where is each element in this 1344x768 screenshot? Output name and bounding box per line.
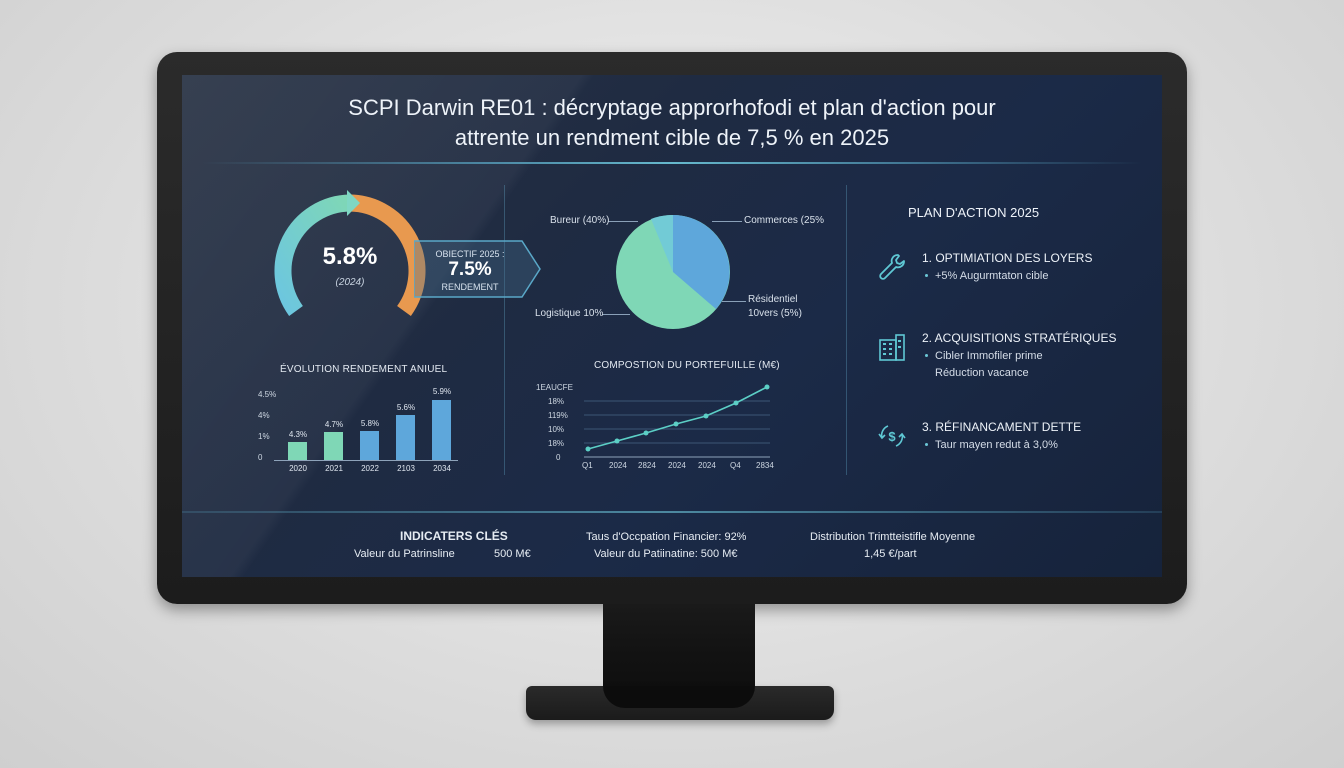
kpi-title: INDICATERS CLÉS [400,529,508,543]
bullet-icon [925,353,928,357]
bar-2022 [360,431,379,460]
kpi-asset-value-label: Valeur du Patrinsline [354,548,455,560]
column-divider-right [846,185,847,475]
dashboard-screen: SCPI Darwin RE01 : décryptage approrhofo… [182,75,1162,577]
arrow-banner-icon [414,240,541,298]
stand-shadow [603,686,755,708]
leader-line [608,221,638,222]
bar-2034 [432,400,451,460]
kpi-asset-value: 500 M€ [494,548,531,560]
pie-label-residentiel: Résidentiel 10vers (5%) [748,294,802,319]
kpi-divider [182,511,1162,513]
yield-gauge: 5.8% (2024) [270,183,430,323]
plan-item-detail: Cibler Immofiler prime [922,350,1043,362]
y-tick: 4.5% [258,390,277,399]
x-tick: 2022 [361,464,379,473]
kpi-distribution-label: Distribution Trimtteistifle Moyenne [810,531,976,543]
x-tick: 2024 [609,461,627,470]
plan-item-heading: 1. OPTIMIATION DES LOYERS [922,251,1093,265]
kpi-distribution-value: 1,45 €/part [864,548,917,560]
plan-item-line: Réduction vacance [935,367,1029,379]
plan-item-heading: 2. ACQUISITIONS STRATÉRIQUES [922,331,1117,345]
leader-line [712,221,742,222]
pie-slice-bureau [651,214,673,272]
x-tick: 2034 [433,464,451,473]
building-icon [879,334,905,361]
leader-line [722,301,746,302]
title-line-1: SCPI Darwin RE01 : décryptage approrhofo… [348,95,996,120]
y-tick: 4% [258,411,270,420]
x-tick: Q4 [730,461,741,470]
bar-2021 [324,432,343,460]
objective-label: OBIECTIF 2025 : [435,249,505,259]
plan-item-heading: 3. RÉFINANCAMENT DETTE [922,420,1082,434]
y-tick: 1EAUCFE [536,383,573,392]
y-tick: 1% [258,432,270,441]
monitor-stand-neck [603,604,755,690]
bar-2020 [288,442,307,460]
x-tick: 2834 [756,461,774,470]
plan-item-line: Taur mayen redut à 3,0% [935,439,1058,451]
x-tick: 2024 [668,461,686,470]
title-divider [202,162,1142,164]
bar-value-label: 4.7% [324,420,344,429]
line-chart-title: COMPOSTION DU PORTEFUILLE (M€) [594,360,780,371]
kpi-occupancy: Taus d'Occpation Financier: 92% [586,531,747,543]
x-tick: 2103 [397,464,415,473]
pie-label-logistique: Logistique 10% [535,308,604,319]
current-yield-year: (2024) [335,277,365,288]
plan-item-line: +5% Augurmtaton cible [935,270,1049,282]
pie-label-commerces: Commerces (25% [744,215,825,226]
y-tick: 119% [548,411,568,420]
title-line-2: attrente un rendment cible de 7,5 % en 2… [454,125,890,150]
y-tick: 18% [548,439,565,448]
x-tick: 2824 [638,461,656,470]
x-tick: Q1 [582,461,593,470]
objective-value: 7.5% [448,259,492,280]
bar-value-label: 5.8% [360,419,380,428]
plan-item-detail: Taur mayen redut à 3,0% [922,439,1058,451]
portfolio-pie-chart [616,214,730,329]
y-tick: 18% [548,397,565,406]
current-yield-value: 5.8% [322,243,378,270]
leader-line [602,314,630,315]
bullet-icon [925,273,928,277]
objective-sub: RENDEMENT [441,282,499,292]
portfolio-line-chart: 0 18% 10% 119% 18% 1EAUCFE Q1 2024 2824 … [536,379,788,479]
bar-value-label: 5.9% [432,387,452,396]
wrench-icon [879,254,905,280]
bullet-icon [925,442,928,446]
y-tick: 10% [548,425,565,434]
refinance-dollar-icon: $ [878,425,906,447]
plan-item-line: Cibler Immofiler prime [935,350,1043,362]
pie-label-bureau: Bureur (40%) [550,215,610,226]
kpi-asset-value-2: Valeur du Patiinatine: 500 M€ [594,548,738,560]
pie-slice-commerces [673,215,730,309]
y-tick: 0 [556,453,561,462]
bar-value-label: 4.3% [288,430,308,439]
page-title: SCPI Darwin RE01 : décryptage approrhofo… [182,93,1162,153]
column-divider-left [504,185,505,475]
x-tick: 2021 [325,464,343,473]
objective-badge: OBIECTIF 2025 : 7.5% RENDEMENT [414,240,542,298]
bar-2103 [396,415,415,460]
x-axis [274,460,458,461]
annual-yield-bar-chart: 4.3% 4.7% 5.8% 5.6% 5.9% 2020 2021 2022 … [274,387,458,473]
x-tick: 2024 [698,461,716,470]
y-tick: 0 [258,453,263,462]
plan-item-detail: +5% Augurmtaton cible [922,270,1048,282]
svg-text:$: $ [888,429,896,444]
bar-chart-title: ÉVOLUTION RENDEMENT ANIUEL [280,364,448,375]
bar-value-label: 5.6% [396,403,416,412]
plan-title: PLAN D'ACTION 2025 [908,205,1040,220]
x-tick: 2020 [289,464,307,473]
